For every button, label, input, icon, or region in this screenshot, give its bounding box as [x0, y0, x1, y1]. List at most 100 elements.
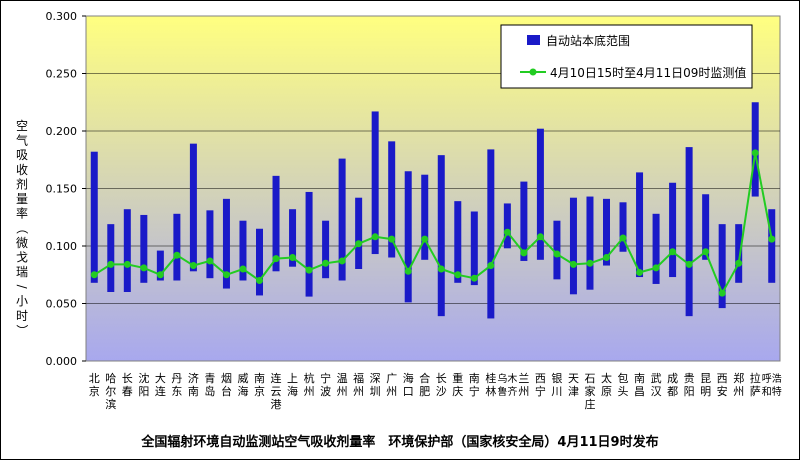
x-tick-char: 桂	[485, 371, 496, 385]
range-bar	[768, 209, 776, 283]
monitor-point	[470, 274, 478, 282]
x-tick-char: 齐	[507, 385, 517, 398]
y-tick-label: 0.050	[46, 298, 78, 311]
x-tick-char: 云	[271, 385, 282, 398]
x-tick-label: 兰州	[518, 372, 529, 398]
x-tick-char: 呼	[762, 373, 772, 385]
x-tick-char: 丹	[171, 372, 182, 385]
range-bar	[454, 201, 462, 283]
x-tick-label: 青岛	[204, 372, 215, 398]
x-tick-label: 广州	[386, 372, 397, 398]
legend-range-bar-swatch	[527, 35, 540, 45]
x-tick-char: 木	[507, 373, 517, 385]
legend-line-marker	[529, 68, 537, 76]
x-tick-char: 威	[237, 372, 248, 385]
x-tick-char: 海	[403, 371, 414, 385]
range-bar	[685, 147, 693, 317]
x-tick-label: 温州	[337, 372, 348, 398]
x-tick-char: 尔	[105, 385, 116, 398]
x-tick-char: 岛	[204, 384, 215, 398]
x-tick-label: 南宁	[469, 372, 480, 398]
range-bar	[520, 181, 528, 261]
monitor-line	[90, 149, 776, 297]
monitor-point	[702, 248, 710, 256]
x-tick-char: 波	[320, 385, 331, 398]
monitor-point	[636, 268, 644, 276]
x-tick-char: 东	[171, 385, 182, 398]
x-tick-char: 昆	[700, 372, 711, 385]
x-tick-char: 宁	[469, 384, 480, 398]
x-tick-label: 成都	[667, 372, 678, 398]
x-tick-char: 上	[287, 372, 298, 385]
x-tick-char: 哈	[105, 372, 116, 385]
x-tick-char: 汉	[651, 385, 662, 398]
range-bar	[289, 209, 297, 267]
x-tick-char: 重	[452, 371, 463, 385]
x-tick-char: 萨	[750, 385, 761, 398]
y-title-char: （	[15, 222, 29, 234]
x-tick-char: 海	[237, 384, 248, 398]
x-tick-label: 武汉	[651, 372, 662, 398]
x-tick-char: 肥	[419, 385, 430, 398]
range-bar	[305, 191, 313, 297]
range-bar	[338, 158, 346, 281]
x-tick-char: 乌	[497, 372, 507, 385]
monitor-point	[206, 257, 214, 265]
x-tick-char: 滨	[105, 397, 116, 411]
monitor-point	[189, 262, 197, 270]
x-tick-char: 合	[419, 371, 430, 385]
y-title-char: 气	[16, 133, 28, 148]
monitor-point	[371, 233, 379, 241]
range-bar	[702, 194, 710, 260]
range-bar	[355, 197, 363, 269]
monitor-point	[718, 289, 726, 297]
monitor-point	[338, 257, 346, 265]
range-bar	[371, 111, 379, 255]
range-bar	[421, 174, 429, 260]
monitor-point	[536, 233, 544, 241]
x-tick-char: 长	[436, 372, 447, 385]
range-bar	[619, 202, 627, 252]
x-tick-label: 长春	[122, 372, 133, 398]
monitor-point	[503, 228, 511, 236]
x-tick-char: 州	[304, 385, 315, 398]
monitor-point	[107, 260, 115, 268]
x-tick-char: 州	[337, 385, 348, 398]
x-tick-char: 南	[634, 372, 645, 385]
x-tick-char: 石	[584, 372, 595, 385]
x-tick-char: 州	[518, 385, 529, 398]
monitor-point	[355, 240, 363, 248]
monitor-point	[239, 265, 247, 273]
x-tick-label: 连云港	[271, 372, 282, 411]
x-tick-label: 合肥	[419, 371, 430, 398]
range-bar	[536, 128, 544, 260]
x-tick-label: 济南	[188, 371, 199, 398]
y-title-char: 瑞	[16, 265, 28, 279]
x-tick-char: 沙	[436, 385, 447, 398]
monitor-point	[619, 234, 627, 242]
x-tick-label: 哈尔滨	[105, 372, 116, 411]
monitor-point	[421, 235, 429, 243]
y-title-char: 微	[16, 236, 28, 250]
y-title-char: ）	[15, 324, 29, 336]
x-tick-label: 西安	[717, 372, 728, 398]
x-tick-char: 港	[271, 398, 282, 411]
x-tick-char: 西	[717, 372, 728, 385]
x-tick-char: 安	[717, 384, 728, 398]
x-tick-char: 烟	[221, 371, 232, 385]
range-bar	[470, 211, 478, 286]
range-bar	[553, 220, 561, 280]
range-bar	[156, 250, 164, 281]
monitor-point	[454, 271, 462, 279]
range-bar	[636, 172, 644, 278]
x-tick-label: 长沙	[436, 372, 447, 398]
x-tick-char: 郑	[733, 371, 744, 385]
x-tick-char: 宁	[535, 384, 546, 398]
range-bar	[322, 220, 330, 279]
y-title-char: 吸	[16, 148, 28, 162]
x-tick-label: 太原	[601, 372, 612, 398]
x-tick-label: 深圳	[370, 372, 381, 398]
monitor-point	[685, 260, 693, 268]
